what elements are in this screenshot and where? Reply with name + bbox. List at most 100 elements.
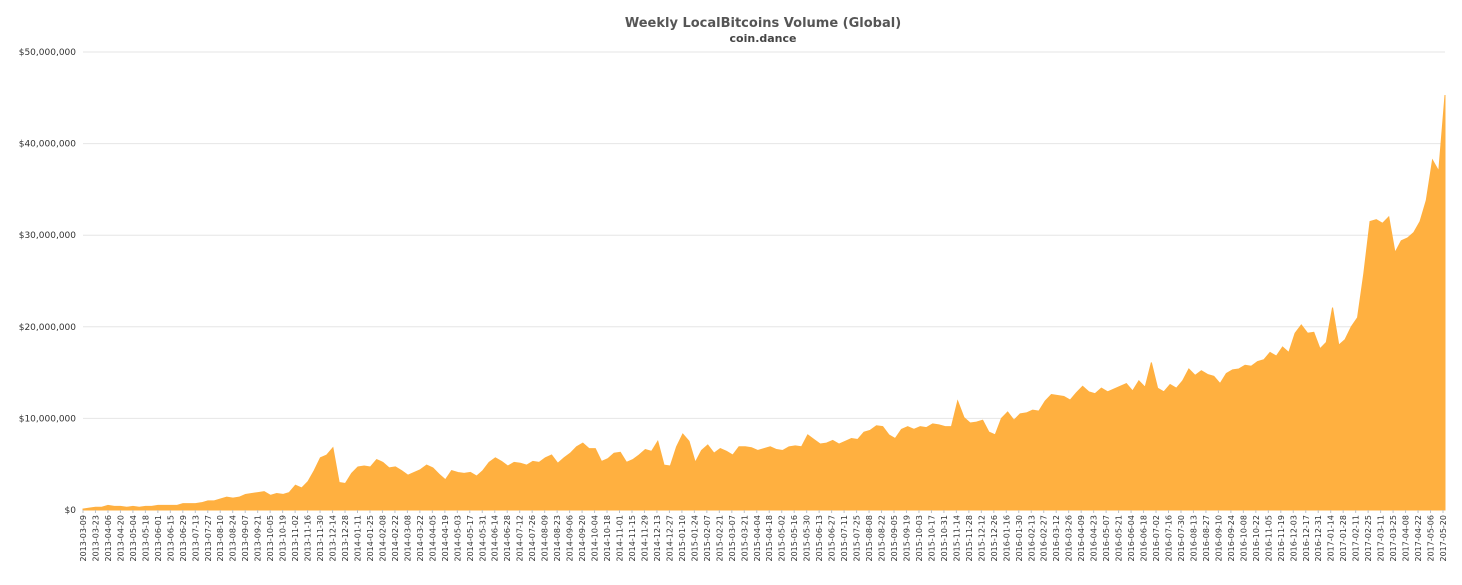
x-tick-label: 2016-03-12 (1052, 515, 1061, 562)
x-tick-label: 2013-07-27 (204, 515, 213, 562)
chart-title: Weekly LocalBitcoins Volume (Global) (625, 16, 901, 31)
x-tick-label: 2013-11-16 (304, 515, 313, 562)
x-tick-label: 2014-02-22 (391, 515, 400, 562)
x-tick-label: 2016-04-09 (1077, 515, 1086, 562)
x-tick-label: 2013-06-29 (179, 515, 188, 562)
x-tick-label: 2014-01-11 (353, 515, 362, 562)
x-tick-label: 2014-11-29 (640, 515, 649, 562)
x-tick-label: 2017-02-25 (1364, 515, 1373, 562)
x-tick-label: 2016-07-30 (1177, 515, 1186, 562)
x-tick-label: 2016-11-05 (1264, 515, 1273, 562)
y-tick-label: $0 (65, 506, 77, 516)
x-tick-label: 2015-02-07 (703, 515, 712, 562)
x-tick-label: 2013-11-30 (316, 515, 325, 562)
x-tick-label: 2015-03-07 (728, 515, 737, 562)
x-tick-label: 2015-12-26 (990, 515, 999, 562)
y-axis: $0 $10,000,000 $20,000,000 $30,000,000 $40,0… (19, 48, 77, 516)
x-tick-label: 2014-06-28 (503, 515, 512, 562)
x-tick-label: 2017-05-06 (1427, 515, 1436, 562)
x-tick-label: 2013-07-13 (191, 515, 200, 562)
x-tick-label: 2017-01-14 (1327, 515, 1336, 562)
y-tick-label: $30,000,000 (19, 231, 77, 241)
x-tick-label: 2014-07-26 (528, 515, 537, 562)
x-tick-label: 2016-12-31 (1314, 515, 1323, 562)
x-tick-label: 2015-11-14 (952, 515, 961, 562)
y-tick-label: $50,000,000 (19, 48, 77, 58)
x-tick-label: 2016-01-30 (1015, 515, 1024, 562)
x-tick-label: 2015-06-27 (828, 515, 837, 562)
x-tick-label: 2014-05-03 (453, 515, 462, 562)
x-tick-label: 2016-05-07 (1102, 515, 1111, 562)
x-tick-label: 2015-10-17 (927, 515, 936, 562)
x-tick-label: 2015-09-19 (902, 515, 911, 562)
x-tick-label: 2014-09-20 (578, 515, 587, 562)
x-tick-label: 2016-07-16 (1165, 515, 1174, 562)
x-tick-label: 2015-04-04 (753, 515, 762, 562)
x-tick-label: 2017-04-22 (1414, 515, 1423, 562)
x-tick-label: 2017-02-11 (1352, 515, 1361, 562)
x-tick-label: 2016-08-13 (1189, 515, 1198, 562)
x-tick-label: 2013-10-19 (279, 515, 288, 562)
x-tick-label: 2016-06-04 (1127, 515, 1136, 562)
x-tick-label: 2015-12-12 (977, 515, 986, 562)
x-tick-label: 2015-05-02 (778, 515, 787, 562)
x-tick-label: 2014-10-18 (603, 515, 612, 562)
y-tick-label: $40,000,000 (19, 140, 77, 150)
x-tick-label: 2014-08-23 (553, 515, 562, 562)
x-tick-label: 2016-02-27 (1040, 515, 1049, 562)
x-tick-label: 2014-03-22 (416, 515, 425, 562)
x-tick-label: 2013-04-06 (104, 515, 113, 562)
x-tick-label: 2014-01-25 (366, 515, 375, 562)
x-tick-label: 2017-03-11 (1377, 515, 1386, 562)
x-tick-label: 2013-04-20 (116, 515, 125, 562)
x-tick-label: 2013-12-14 (329, 515, 338, 562)
x-tick-label: 2013-05-04 (129, 515, 138, 562)
x-tick-label: 2016-10-08 (1239, 515, 1248, 562)
x-tick-label: 2013-08-24 (229, 515, 238, 562)
x-tick-label: 2013-06-15 (166, 515, 175, 562)
volume-area (82, 95, 1446, 511)
x-tick-label: 2016-05-21 (1115, 515, 1124, 562)
x-tick-label: 2015-09-05 (890, 515, 899, 562)
x-tick-label: 2016-08-27 (1202, 515, 1211, 562)
x-tick-label: 2014-11-01 (616, 515, 625, 562)
x-tick-label: 2015-02-21 (715, 515, 724, 562)
x-tick-label: 2015-03-21 (740, 515, 749, 562)
chart-subtitle: coin.dance (730, 32, 797, 45)
x-tick-label: 2014-04-05 (428, 515, 437, 562)
x-tick-label: 2014-04-19 (441, 515, 450, 562)
x-tick-label: 2014-09-06 (566, 515, 575, 562)
x-tick-label: 2016-02-13 (1027, 515, 1036, 562)
x-tick-label: 2015-08-22 (878, 515, 887, 562)
x-tick-label: 2015-04-18 (765, 515, 774, 562)
x-tick-label: 2016-11-19 (1277, 515, 1286, 562)
x-tick-label: 2013-08-10 (216, 515, 225, 562)
x-tick-label: 2015-01-10 (678, 515, 687, 562)
x-tick-label: 2017-01-28 (1339, 515, 1348, 562)
x-tick-label: 2015-05-16 (790, 515, 799, 562)
x-tick-label: 2014-02-08 (378, 515, 387, 562)
x-tick-label: 2016-12-17 (1302, 515, 1311, 562)
x-tick-label: 2014-06-14 (491, 515, 500, 562)
x-tick-label: 2014-12-27 (665, 515, 674, 562)
x-tick-label: 2015-08-08 (865, 515, 874, 562)
x-tick-label: 2013-09-07 (241, 515, 250, 562)
x-tick-label: 2013-06-01 (154, 515, 163, 562)
x-tick-label: 2014-07-12 (516, 515, 525, 562)
x-tick-label: 2013-12-28 (341, 515, 350, 562)
x-tick-label: 2016-12-03 (1289, 515, 1298, 562)
y-tick-label: $20,000,000 (19, 323, 77, 333)
x-tick-label: 2014-05-17 (466, 515, 475, 562)
x-tick-label: 2015-10-31 (940, 515, 949, 562)
area-series (82, 95, 1446, 511)
x-tick-label: 2016-06-18 (1140, 515, 1149, 562)
x-tick-label: 2014-03-08 (403, 515, 412, 562)
x-tick-label: 2015-11-28 (965, 515, 974, 562)
x-tick-label: 2016-10-22 (1252, 515, 1261, 562)
x-tick-label: 2013-03-09 (79, 515, 88, 562)
x-tick-label: 2013-11-02 (291, 515, 300, 562)
x-tick-label: 2015-07-25 (853, 515, 862, 562)
x-tick-label: 2013-03-23 (91, 515, 100, 562)
y-tick-label: $10,000,000 (19, 414, 77, 424)
